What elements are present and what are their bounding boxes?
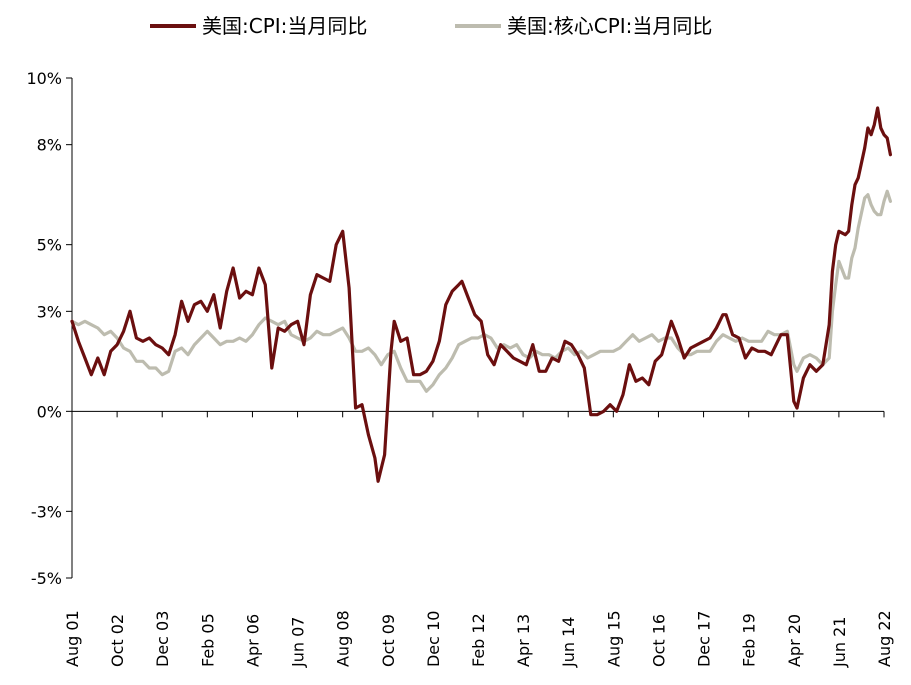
x-tick-label: Apr 20 [785,614,804,667]
y-tick-label: 0% [37,402,62,421]
x-axis: Aug 01 Oct 02 Dec 03 Feb 05 Apr 06 Jun 07 Aug … [63,410,894,668]
x-tick-label: Dec 17 [695,611,714,667]
y-tick-label: 5% [37,236,62,255]
series-line-cpi [70,106,892,483]
legend-label-cpi: 美国:CPI:当月同比 [202,14,367,38]
x-tick-label: Feb 19 [740,613,759,667]
y-tick-label: -3% [31,502,62,521]
x-tick-label: Jun 07 [289,617,308,668]
x-tick-label: Oct 02 [108,614,127,667]
x-tick-label: Feb 05 [198,613,217,667]
x-tick-label: Jun 14 [559,617,578,668]
y-tick-label: 8% [37,136,62,155]
y-tick-label: -5% [31,569,62,588]
x-tick-label: Apr 13 [514,614,533,667]
y-tick-label: 3% [37,302,62,321]
x-tick-label: Apr 06 [243,614,262,667]
x-tick-label: Oct 09 [379,614,398,667]
x-tick-label: Dec 10 [424,611,443,667]
series-line-core [70,189,892,393]
x-tick-label: Aug 15 [604,610,623,667]
x-tick-label: Feb 12 [469,613,488,667]
legend-label-core: 美国:核心CPI:当月同比 [507,14,712,38]
x-tick-label: Aug 08 [334,610,353,667]
y-axis: 10% 8% 5% 3% 0% -3% -5% [26,69,73,588]
legend: 美国:CPI:当月同比 美国:核心CPI:当月同比 [150,14,712,38]
x-tick-label: Jun 21 [830,617,849,668]
series-layer [70,106,892,483]
x-tick-label: Oct 16 [649,614,668,667]
x-tick-label: Aug 01 [63,610,82,667]
y-tick-label: 10% [26,69,62,88]
x-tick-label: Dec 03 [153,611,172,667]
x-tick-label: Aug 22 [875,610,894,667]
